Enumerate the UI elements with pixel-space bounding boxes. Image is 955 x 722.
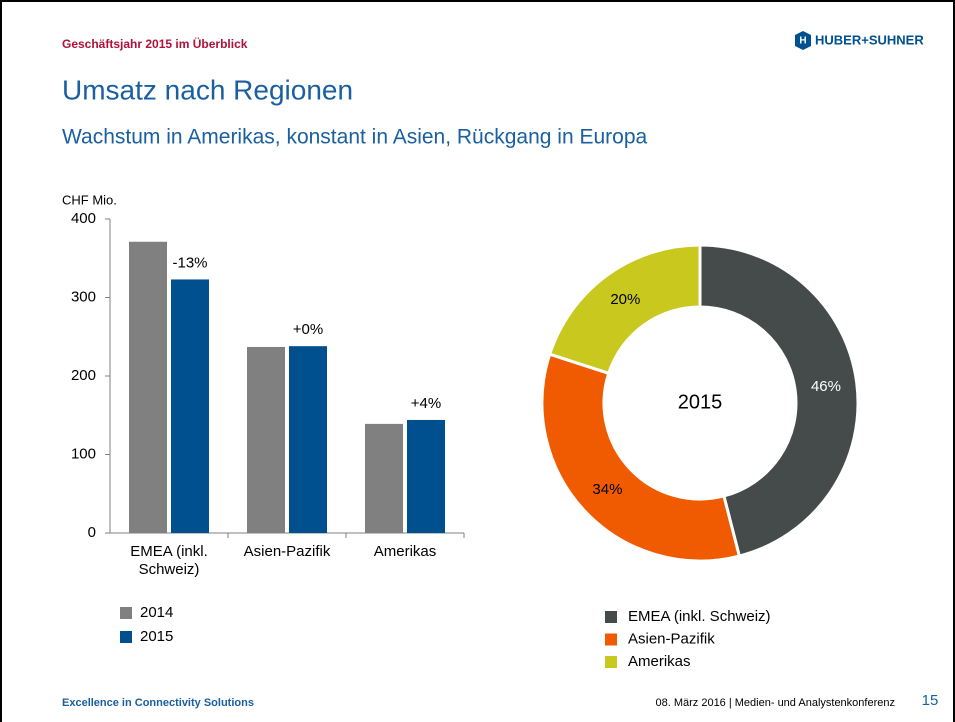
bar	[171, 279, 209, 533]
bar	[407, 419, 445, 533]
logo-icon	[795, 31, 811, 50]
legend-label: 2015	[140, 628, 173, 645]
footer-right: 08. März 2016 | Medien- und Analystenkon…	[655, 697, 895, 709]
logo: H HUBER+SUHNER	[795, 31, 924, 50]
donut-slice	[698, 243, 860, 558]
legend-swatch	[605, 611, 617, 623]
y-axis-label: CHF Mio.	[62, 192, 117, 207]
slice-label: 34%	[592, 481, 622, 498]
bar	[129, 241, 167, 533]
subtitle: Wachstum in Amerikas, konstant in Asien,…	[62, 126, 648, 149]
slice-label: 46%	[811, 378, 841, 395]
donut-slice	[540, 352, 742, 563]
logo-text: HUBER+SUHNER	[815, 32, 924, 47]
bar	[289, 346, 327, 533]
legend-swatch	[605, 656, 617, 668]
kicker: Geschäftsjahr 2015 im Überblick	[62, 36, 248, 51]
legend-label: Asien-Pazifik	[628, 630, 715, 647]
bar	[247, 346, 285, 533]
y-tick-label: 100	[71, 445, 96, 462]
logo-icon-letter: H	[799, 36, 806, 47]
center-label: 2015	[678, 391, 723, 413]
legend-swatch	[605, 633, 617, 646]
legend-swatch	[120, 631, 132, 643]
y-tick-label: 200	[71, 367, 96, 384]
legend-swatch	[120, 607, 132, 619]
legend-label: Amerikas	[628, 653, 691, 670]
donut-slice	[547, 243, 702, 376]
growth-label: +0%	[293, 321, 323, 338]
page-number: 15	[922, 692, 939, 709]
y-tick-label: 0	[88, 524, 96, 541]
x-tick-label: Asien-Pazifik	[244, 543, 331, 560]
y-tick-label: 300	[71, 288, 96, 305]
title: Umsatz nach Regionen	[62, 74, 353, 105]
growth-label: -13%	[172, 254, 207, 271]
growth-label: +4%	[411, 395, 441, 412]
footer-left: Excellence in Connectivity Solutions	[62, 697, 254, 709]
x-tick-label: EMEA (inkl. Schweiz)	[130, 543, 208, 578]
slice-label: 20%	[610, 291, 640, 308]
bar	[365, 423, 403, 533]
x-tick-label: Amerikas	[374, 543, 437, 560]
y-tick-label: 400	[71, 210, 96, 227]
legend-label: EMEA (inkl. Schweiz)	[628, 608, 771, 625]
legend-label: 2014	[140, 604, 173, 621]
